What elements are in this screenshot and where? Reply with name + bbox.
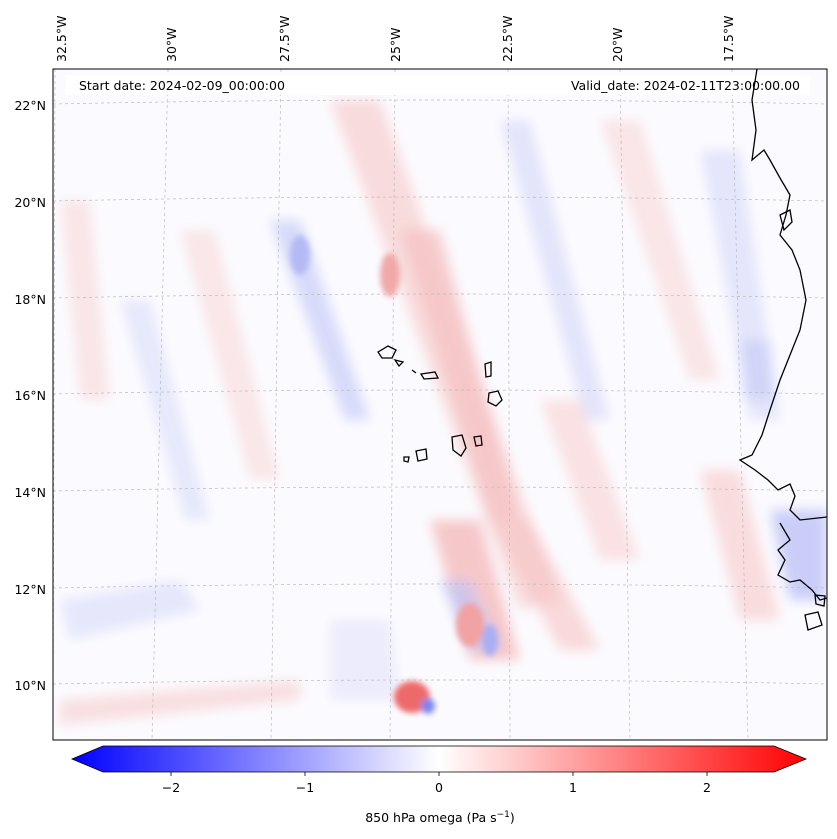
lon-label: 20°W (610, 27, 625, 62)
omega-band-positive (540, 400, 640, 560)
omega-max-positive (456, 603, 484, 647)
omega-band-positive (180, 230, 280, 480)
map-panel: Start date: 2024-02-09_00:00:00 Valid_da… (14, 16, 828, 741)
omega-max-positive (380, 253, 400, 297)
colorbar-label-close: ) (510, 810, 515, 825)
island-santa-luzia (411, 369, 417, 374)
island-maio (473, 435, 483, 447)
island-santo-antao (377, 345, 397, 359)
parallel-line (52, 99, 828, 105)
island-brava (403, 456, 410, 463)
lat-label: 18°N (14, 292, 46, 307)
map-frame (52, 68, 828, 741)
omega-min-negative (290, 235, 310, 275)
lon-label: 30°W (164, 27, 179, 62)
colorbar-tick-labels: −2 −1 0 1 2 (162, 780, 711, 795)
parallel-line (52, 486, 828, 492)
omega-band-positive (60, 200, 110, 400)
island-santiago (451, 434, 467, 457)
coastal-island (804, 611, 823, 631)
colorbar-tick-label: −2 (162, 780, 180, 795)
colorbar-tick-label: 1 (569, 780, 577, 795)
parallel-line (52, 389, 828, 395)
lat-label: 16°N (14, 388, 46, 403)
omega-band-positive (430, 520, 520, 660)
omega-max-positive (394, 681, 430, 713)
omega-band-negative (330, 620, 400, 700)
colorbar-bar (70, 745, 808, 773)
omega-band-negative (500, 120, 610, 420)
omega-band-positive (700, 470, 780, 620)
graticule (52, 68, 828, 741)
parallel-line (52, 679, 828, 685)
colorbar-ticks (170, 772, 708, 776)
island-boa-vista (487, 390, 503, 407)
colorbar-tick-label: 2 (703, 780, 711, 795)
colorbar-label-text: 850 hPa omega (Pa s (365, 810, 496, 825)
omega-band-negative (120, 300, 210, 520)
meridian-line (507, 68, 511, 741)
colorbar-tick-label: 0 (435, 780, 443, 795)
start-date-label: Start date: 2024-02-09_00:00:00 (79, 78, 285, 93)
lat-label: 10°N (14, 678, 46, 693)
coastal-island (814, 594, 826, 607)
lon-label: 25°W (388, 27, 403, 62)
omega-min-negative (482, 624, 498, 656)
meridian-line (619, 68, 631, 741)
coastlines (738, 68, 828, 631)
africa-coastline (738, 68, 828, 521)
omega-band-negative (60, 580, 200, 640)
meridian-line (151, 68, 169, 741)
omega-band-positive (60, 680, 300, 725)
omega-field (60, 100, 827, 725)
header-strip (66, 75, 810, 95)
lat-label: 22°N (14, 98, 46, 113)
colorbar: −2 −1 0 1 2 850 hPa omega (Pa s−1) (70, 745, 808, 825)
island-sao-nicolau (419, 371, 440, 380)
omega-band-positive (490, 520, 600, 650)
parallel-line (52, 583, 828, 589)
island-fogo (415, 448, 428, 462)
lon-label: 32.5°W (54, 16, 69, 62)
lat-label: 12°N (14, 582, 46, 597)
parallel-line (52, 196, 828, 202)
omega-band-positive (600, 120, 720, 380)
valid-date-label: Valid_date: 2024-02-11T23:00:00.00 (571, 78, 800, 93)
colorbar-label: 850 hPa omega (Pa s−1) (365, 810, 515, 825)
lon-label: 27.5°W (277, 16, 292, 62)
omega-band-positive (400, 230, 520, 520)
omega-min-negative (421, 698, 435, 714)
map-background (53, 69, 827, 740)
meridian-line (389, 68, 396, 741)
meridian-line (270, 68, 282, 741)
lat-label: 14°N (14, 485, 46, 500)
island-sao-vicente (393, 358, 405, 368)
island-sal (484, 361, 492, 378)
cape-verde-islands (377, 345, 503, 463)
omega-band-negative (770, 510, 827, 600)
parallel-line (52, 293, 828, 299)
lon-label: 22.5°W (500, 16, 515, 62)
lat-label: 20°N (14, 195, 46, 210)
colorbar-label-exponent: −1 (497, 810, 510, 820)
coastal-island (779, 209, 793, 232)
lon-label: 17.5°W (721, 16, 736, 62)
longitude-labels: 32.5°W 30°W 27.5°W 25°W 22.5°W 20°W 17.5… (54, 16, 736, 62)
omega-band-negative (740, 340, 775, 400)
meridian-line (731, 68, 749, 741)
colorbar-tick-label: −1 (296, 780, 314, 795)
latitude-labels: 22°N 20°N 18°N 16°N 14°N 12°N 10°N (14, 98, 46, 693)
